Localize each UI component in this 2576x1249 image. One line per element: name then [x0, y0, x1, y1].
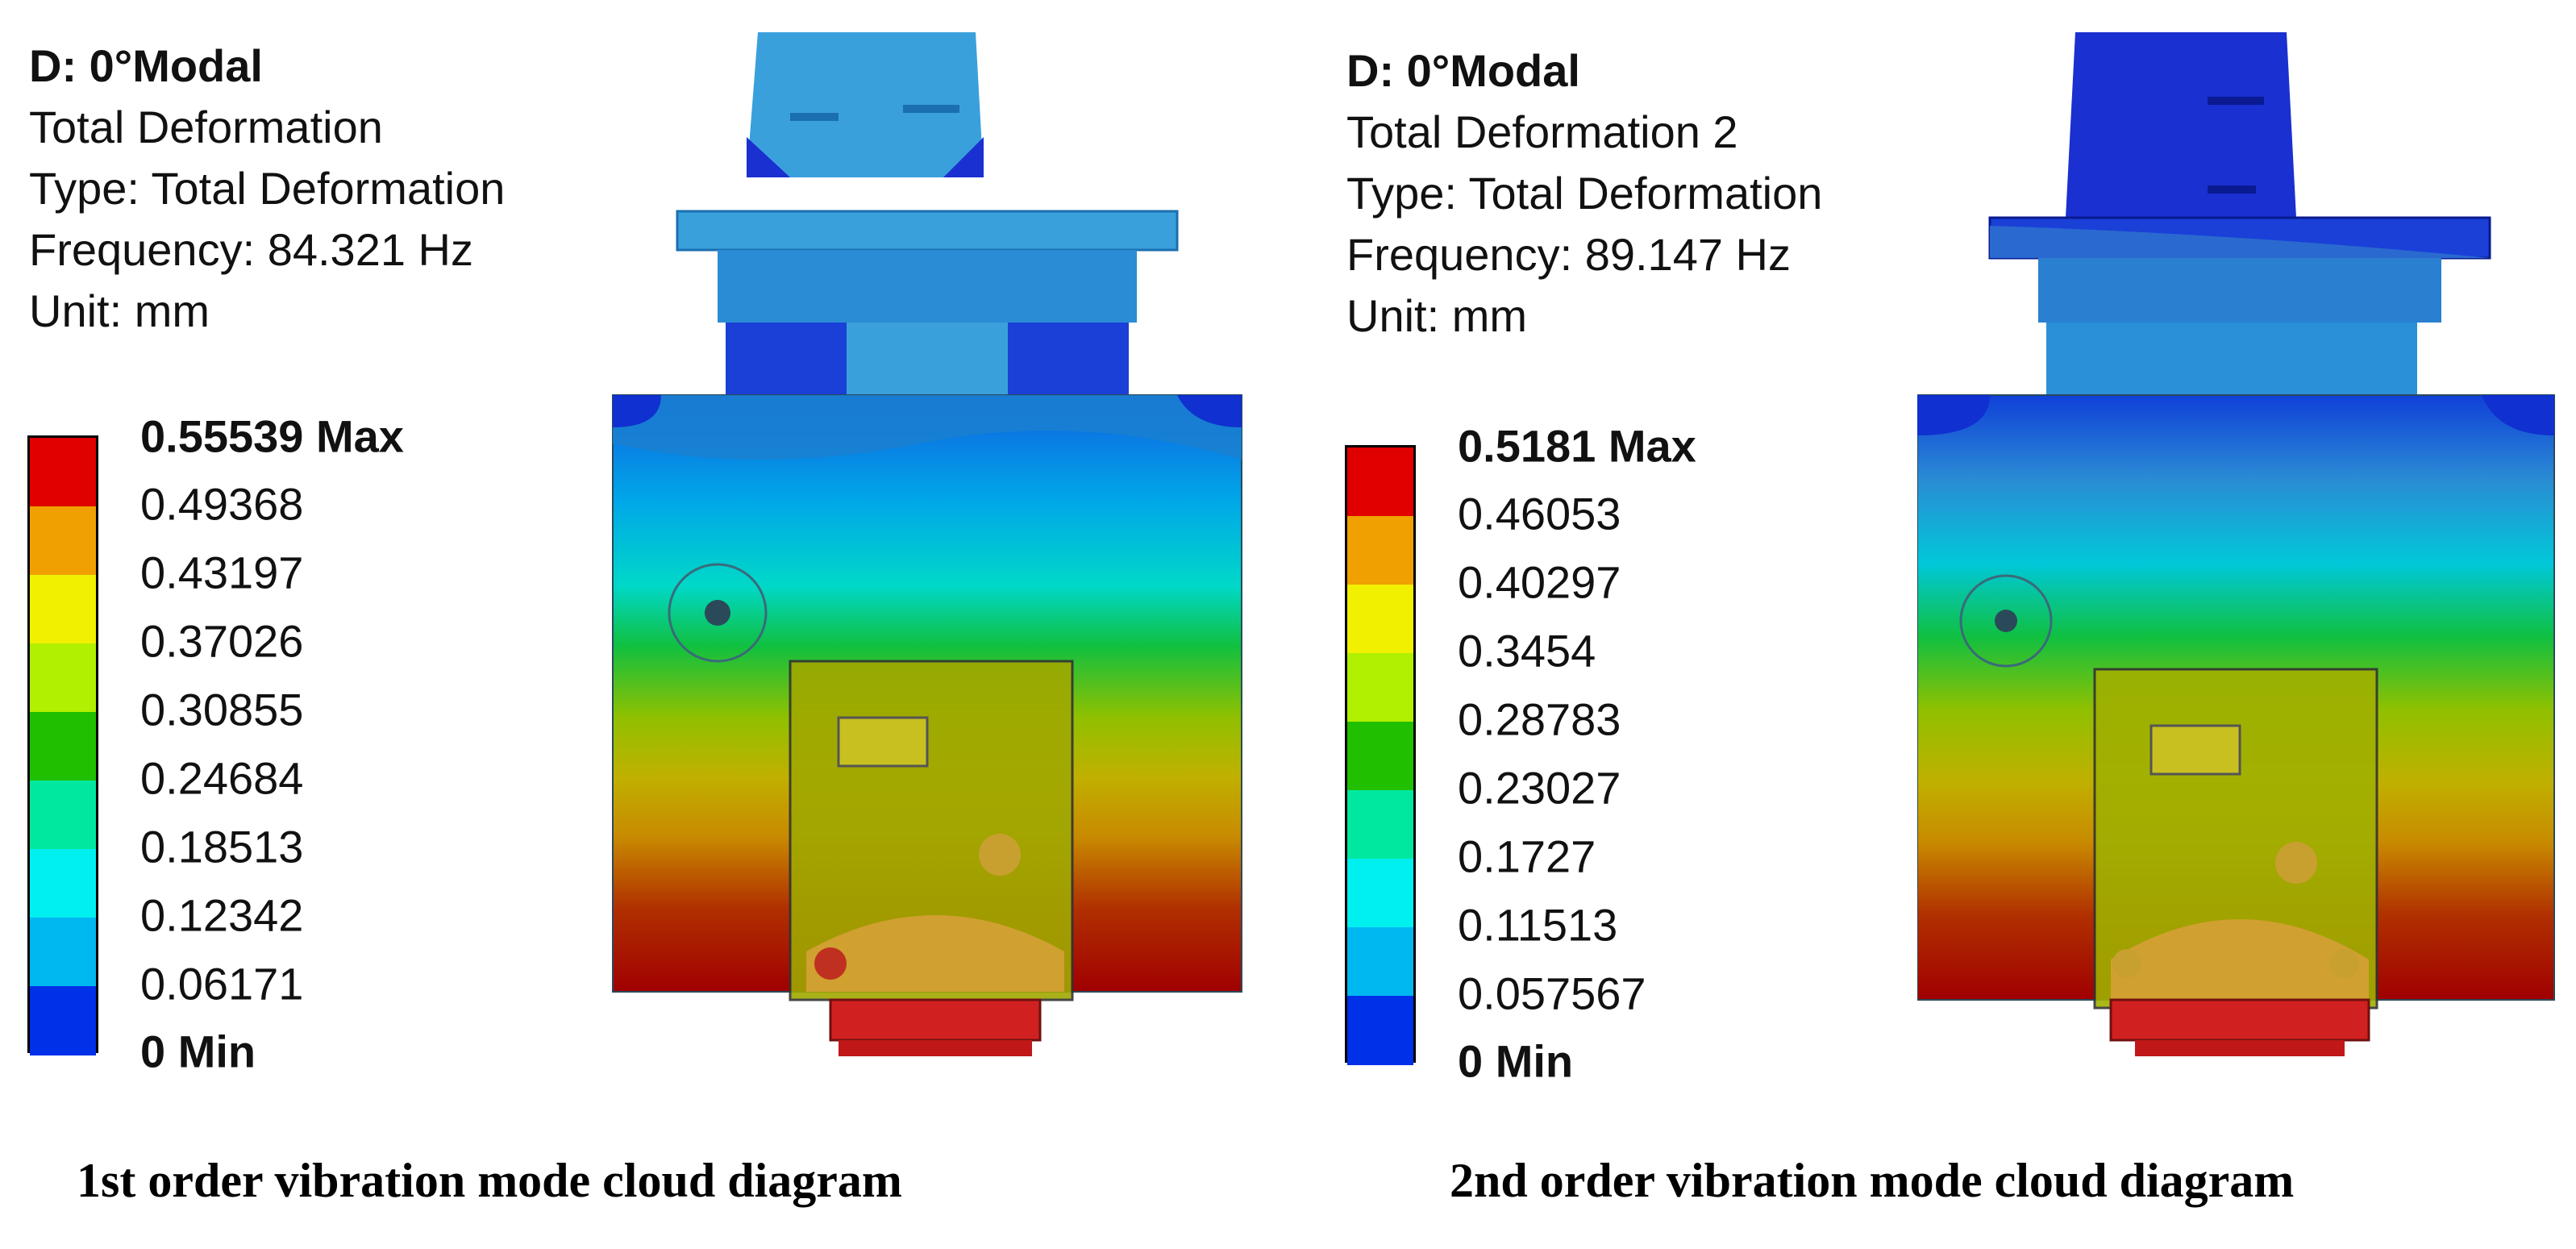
spindle-top	[747, 32, 984, 177]
legend-label: 0.40297	[1458, 556, 1621, 608]
legend-swatch	[1347, 996, 1413, 1065]
legend-swatch	[1347, 448, 1413, 516]
legend-swatch	[1347, 516, 1413, 585]
result-unit: Unit: mm	[1346, 290, 1527, 341]
legend-swatch	[30, 575, 96, 643]
legend-label: 0.28783	[1458, 693, 1621, 745]
legend-swatch	[30, 712, 96, 781]
legend-min-label: 0 Min	[1458, 1035, 1574, 1087]
legend-label: 0.23027	[1458, 762, 1621, 814]
legend-color-bar	[27, 435, 98, 1055]
result-info-2: D: 0°Modal Total Deformation 2 Type: Tot…	[1346, 40, 1822, 347]
figure-caption-1: 1st order vibration mode cloud diagram	[77, 1154, 902, 1207]
legend-label: 0.37026	[140, 615, 304, 667]
legend-label: 0.3454	[1458, 625, 1596, 677]
legend-swatch	[30, 918, 96, 986]
deformation-model-1	[612, 32, 1242, 1056]
result-type: Type: Total Deformation	[29, 163, 506, 214]
legend-label: 0.46053	[1458, 488, 1621, 539]
legend-swatch	[30, 643, 96, 712]
legend-swatch	[30, 781, 96, 849]
legend-max-label: 0.55539 Max	[140, 410, 404, 462]
legend-label: 0.30855	[140, 684, 304, 735]
result-info-1: D: 0°Modal Total Deformation Type: Total…	[29, 35, 505, 342]
legend-swatch	[1347, 653, 1413, 722]
deformation-model-2	[1917, 32, 2555, 1056]
figure-caption-2: 2nd order vibration mode cloud diagram	[1450, 1154, 2295, 1207]
legend-label: 0.43197	[140, 547, 304, 598]
legend-label: 0.12342	[140, 889, 304, 941]
result-unit: Unit: mm	[29, 285, 210, 336]
legend-color-bar	[1345, 445, 1416, 1065]
analysis-title: D: 0°Modal	[1346, 45, 1580, 96]
legend-swatch	[30, 986, 96, 1055]
mode-panel-2: D: 0°Modal Total Deformation 2 Type: Tot…	[1288, 0, 2576, 1249]
legend-swatch	[1347, 585, 1413, 653]
spindle-top	[2066, 32, 2296, 218]
legend-swatch	[1347, 722, 1413, 790]
legend-min-label: 0 Min	[140, 1026, 256, 1077]
analysis-title: D: 0°Modal	[29, 40, 263, 91]
legend-label: 0.06171	[140, 958, 304, 1010]
legend-label: 0.49368	[140, 478, 304, 530]
result-name: Total Deformation 2	[1346, 106, 1738, 157]
legend-swatch	[30, 438, 96, 506]
legend-swatch	[1347, 790, 1413, 859]
result-frequency: Frequency: 84.321 Hz	[29, 224, 473, 275]
legend-swatch	[30, 849, 96, 918]
bottom-ring	[829, 998, 1042, 1042]
legend-label: 0.18513	[140, 821, 304, 872]
mode-panel-1: D: 0°Modal Total Deformation Type: Total…	[27, 32, 1242, 1207]
legend-swatch	[1347, 927, 1413, 996]
bottom-ring	[2109, 998, 2370, 1042]
result-frequency: Frequency: 89.147 Hz	[1346, 229, 1791, 280]
legend-max-label: 0.5181 Max	[1458, 420, 1696, 472]
legend-label: 0.11513	[1458, 899, 1618, 951]
legend-label: 0.1727	[1458, 831, 1596, 882]
result-type: Type: Total Deformation	[1346, 168, 1823, 219]
legend-label: 0.057567	[1458, 968, 1646, 1019]
legend-swatch	[1347, 859, 1413, 927]
result-name: Total Deformation	[29, 102, 383, 152]
legend-swatch	[30, 506, 96, 575]
flange	[676, 210, 1179, 252]
neck	[2046, 323, 2417, 403]
legend-label: 0.24684	[140, 752, 304, 804]
